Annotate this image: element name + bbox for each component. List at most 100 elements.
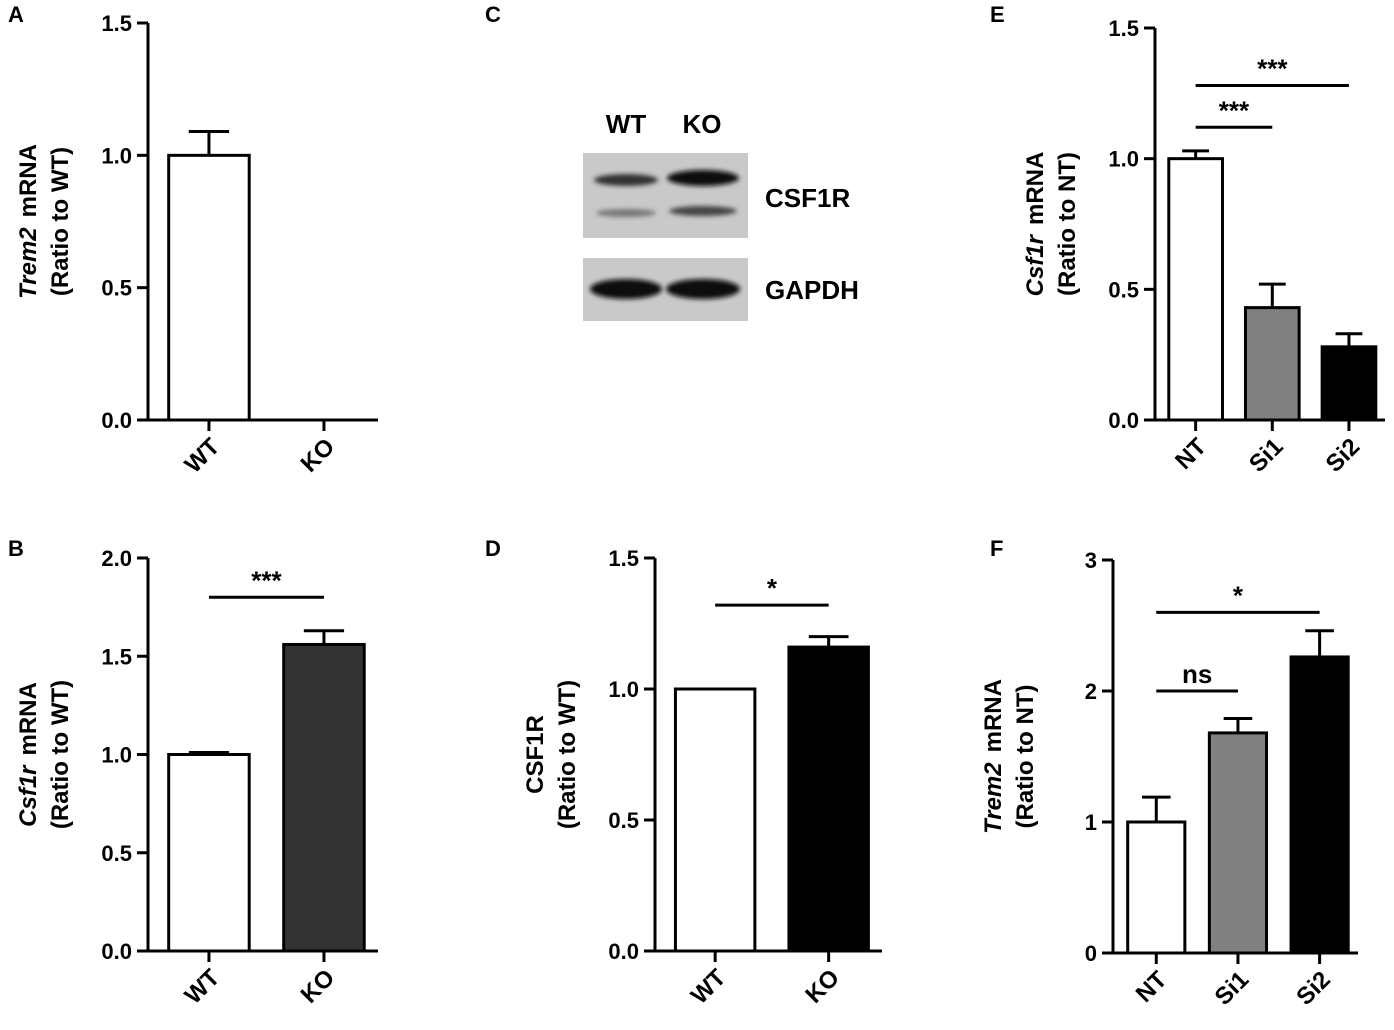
panel-label: D (485, 536, 501, 561)
bar (282, 642, 366, 953)
blot-band (590, 279, 662, 299)
y-axis-label: Trem2 mRNA (980, 679, 1007, 834)
error-bar (1182, 149, 1210, 159)
bar (1289, 655, 1350, 955)
panel-label: E (990, 2, 1005, 27)
y-axis-label-part: (Ratio to NT) (1012, 685, 1039, 829)
y-tick-label: 0.0 (1108, 408, 1139, 433)
x-tick-label: WT (180, 433, 226, 479)
y-tick-label: 0 (1085, 941, 1097, 966)
bar-chart: F Trem2 mRNA (Ratio to NT) 0 1 2 3 NT Si1 Si2 ns * (980, 536, 1358, 1011)
y-tick-label: 1.5 (101, 644, 132, 669)
bar (1320, 345, 1378, 422)
band-label: CSF1R (765, 183, 850, 213)
y-tick-label: 0.5 (608, 808, 639, 833)
blot-band (666, 279, 740, 299)
y-axis-label-part: mRNA (1022, 152, 1049, 225)
y-tick-label: 0.0 (101, 408, 132, 433)
y-tick-label: 1.0 (101, 143, 132, 168)
significance-label: * (1233, 580, 1244, 610)
y-axis-label-part: CSF1R (522, 715, 549, 794)
panel-label: B (8, 536, 24, 561)
x-tick-label: KO (800, 964, 845, 1009)
y-tick-label: 1 (1085, 810, 1097, 835)
x-tick-label: WT (686, 964, 732, 1010)
bar (1243, 306, 1301, 422)
bar-chart: B Csf1r mRNA (Ratio to WT) 0.0 0.5 1.0 1.5 2.0 WT… (8, 536, 378, 1010)
x-tick-label: WT (180, 964, 226, 1010)
x-tick-label: NT (1170, 433, 1212, 475)
x-tick-label: Si2 (1321, 433, 1366, 478)
y-axis-label: (Ratio to NT) (1012, 685, 1039, 829)
y-axis-label-part: Csf1r (15, 764, 42, 827)
panel-label: A (8, 2, 24, 27)
bar-chart: A Trem2 mRNA (Ratio to WT) 0.0 0.5 1.0 1.5 WT KO (8, 2, 378, 479)
x-tick-label: KO (296, 964, 341, 1009)
bar (167, 753, 251, 953)
error-bar (1141, 795, 1171, 822)
y-axis-label: Csf1r mRNA (1022, 152, 1049, 297)
y-axis-label: Trem2 mRNA (15, 144, 42, 299)
bar (787, 645, 870, 953)
x-tick-label: KO (296, 433, 341, 478)
y-axis-label-part: Trem2 (15, 227, 42, 299)
error-bar (808, 635, 849, 648)
y-axis-label-part: (Ratio to NT) (1054, 152, 1081, 296)
band-label: GAPDH (765, 275, 859, 305)
blot-band (596, 209, 656, 217)
panel-label: F (990, 536, 1003, 561)
x-tick-label: Si1 (1210, 966, 1255, 1011)
error-bar (1335, 332, 1363, 347)
y-axis-label: (Ratio to WT) (47, 147, 74, 296)
bar (167, 153, 251, 422)
bar (1207, 731, 1269, 955)
y-axis-label-part: Csf1r (1022, 233, 1049, 296)
blot-membrane (583, 153, 748, 238)
y-axis-label-part: mRNA (980, 679, 1007, 752)
error-bar (188, 130, 230, 156)
significance-label: *** (251, 565, 282, 595)
bar-chart: D CSF1R (Ratio to WT) 0.0 0.5 1.0 1.5 WT KO * (485, 536, 882, 1010)
x-tick-label: Si1 (1244, 433, 1289, 478)
significance-label: *** (1257, 53, 1288, 83)
error-bar (188, 751, 230, 755)
y-tick-label: 0.5 (101, 841, 132, 866)
y-axis-label: Csf1r mRNA (15, 682, 42, 827)
panel-label: C (485, 2, 501, 27)
y-tick-label: 0.0 (608, 939, 639, 964)
bar (673, 687, 757, 953)
lane-label: WT (606, 109, 647, 139)
y-tick-label: 0.5 (101, 276, 132, 301)
y-axis-label: CSF1R (522, 715, 549, 794)
blot-band (594, 174, 658, 186)
y-tick-label: 3 (1085, 548, 1097, 573)
significance-label: ns (1182, 659, 1212, 689)
y-tick-label: 0.0 (101, 939, 132, 964)
significance-label: * (767, 573, 778, 603)
y-axis-label-part: (Ratio to WT) (47, 680, 74, 829)
bar-chart: E Csf1r mRNA (Ratio to NT) 0.0 0.5 1.0 1.5 NT Si1… (990, 2, 1385, 478)
y-tick-label: 1.0 (1108, 147, 1139, 172)
blot-band (667, 170, 739, 186)
error-bar (303, 629, 345, 645)
blot-band (669, 206, 737, 216)
x-tick-label: NT (1131, 966, 1173, 1008)
y-tick-label: 1.5 (608, 546, 639, 571)
bar (1167, 157, 1224, 422)
y-tick-label: 1.0 (608, 677, 639, 702)
y-axis-label: (Ratio to NT) (1054, 152, 1081, 296)
y-tick-label: 2 (1085, 679, 1097, 704)
lane-label: KO (683, 109, 722, 139)
y-axis-label-part: mRNA (15, 682, 42, 755)
y-axis-label: (Ratio to WT) (47, 680, 74, 829)
y-tick-label: 2.0 (101, 546, 132, 571)
y-tick-label: 1.0 (101, 743, 132, 768)
y-tick-label: 1.5 (101, 11, 132, 36)
y-tick-label: 0.5 (1108, 277, 1139, 302)
significance-label: *** (1219, 95, 1250, 125)
y-axis-label-part: (Ratio to WT) (47, 147, 74, 296)
y-axis-label: (Ratio to WT) (554, 680, 581, 829)
bar (1126, 820, 1187, 955)
y-axis-label-part: (Ratio to WT) (554, 680, 581, 829)
